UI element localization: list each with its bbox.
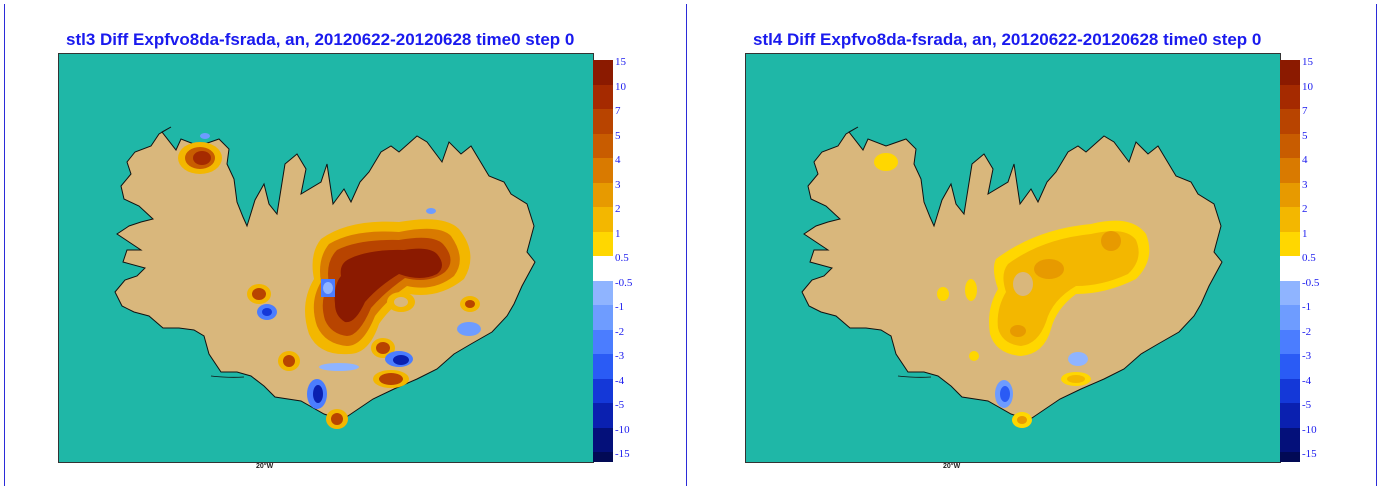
colorbar-swatch (1280, 231, 1300, 256)
colorbar-label: 5 (615, 129, 621, 142)
colorbar-label: -0.5 (1302, 276, 1320, 289)
colorbar-label: -15 (1302, 448, 1317, 460)
colorbar-swatch (593, 158, 613, 183)
colorbar-label: -10 (1302, 423, 1317, 436)
colorbar-swatch (593, 403, 613, 428)
colorbar-swatch (593, 182, 613, 207)
colorbar-label: 7 (615, 105, 621, 117)
map-stl3 (58, 53, 594, 463)
colorbar-swatch (593, 109, 613, 134)
colorbar-label: -4 (1302, 374, 1312, 387)
colorbar-swatch (593, 231, 613, 256)
colorbar-label: 2 (1302, 203, 1308, 215)
colorbar-swatch (1280, 158, 1300, 183)
colorbar-label: -10 (615, 423, 630, 436)
colorbar-label: 10 (615, 80, 626, 93)
colorbar-swatch (1280, 329, 1300, 354)
colorbar-swatch (1280, 182, 1300, 207)
colorbar-swatch (1280, 403, 1300, 428)
colorbar-label: 4 (615, 154, 621, 166)
colorbar-label: -3 (1302, 350, 1312, 362)
colorbar-swatch (593, 378, 613, 403)
colorbar-swatch (593, 280, 613, 305)
colorbar-swatch (1280, 354, 1300, 379)
lon-label-stl3: 20°W (256, 463, 274, 470)
colorbar-label: -0.5 (615, 276, 633, 289)
colorbar-label: 0.5 (615, 252, 629, 264)
colorbar-label: 15 (1302, 56, 1313, 68)
colorbar-label: -2 (615, 325, 625, 338)
colorbar-swatch (593, 133, 613, 158)
colorbar-label: -3 (615, 350, 625, 362)
colorbar-label: -1 (615, 301, 625, 313)
colorbar-swatch (593, 452, 613, 462)
panel-divider (686, 4, 687, 486)
colorbar-swatch (593, 256, 613, 281)
colorbar-label: 1 (615, 227, 621, 240)
colorbar-swatch (1280, 452, 1300, 462)
colorbar-label: 10 (1302, 80, 1313, 93)
colorbar-swatch (593, 329, 613, 354)
colorbar-label: 0.5 (1302, 252, 1316, 264)
panel-left-border (4, 4, 5, 486)
colorbar-label: 3 (1302, 178, 1308, 191)
colorbar-swatch (593, 207, 613, 232)
colorbar-swatch (593, 60, 613, 85)
colorbar-label: -1 (1302, 301, 1312, 313)
colorbar-swatch (1280, 109, 1300, 134)
map-title-stl3: stl3 Diff Expfvo8da-fsrada, an, 20120622… (66, 30, 575, 49)
iceland-map-stl4 (801, 126, 1223, 428)
colorbar-swatch (1280, 256, 1300, 281)
colorbar-label: -2 (1302, 325, 1312, 338)
colorbar-label: -4 (615, 374, 625, 387)
colorbar-label: -5 (615, 399, 625, 411)
colorbar-label: 5 (1302, 129, 1308, 142)
iceland-map-stl3 (114, 126, 536, 429)
colorbar-swatch (593, 354, 613, 379)
colorbar-label: 3 (615, 178, 621, 191)
colorbar-label: 7 (1302, 105, 1308, 117)
colorbar-label: 2 (615, 203, 621, 215)
colorbar-swatch (1280, 378, 1300, 403)
colorbar-swatch (1280, 427, 1300, 452)
lon-label-stl4: 20°W (943, 463, 961, 470)
colorbar-swatch (1280, 305, 1300, 330)
colorbar-swatch (593, 84, 613, 109)
colorbar-swatch (1280, 84, 1300, 109)
colorbar-swatch (1280, 280, 1300, 305)
colorbar-label: 1 (1302, 227, 1308, 240)
colorbar-swatch (593, 305, 613, 330)
colorbar-swatch (1280, 207, 1300, 232)
colorbar-label: -5 (1302, 399, 1312, 411)
map-title-stl4: stl4 Diff Expfvo8da-fsrada, an, 20120622… (753, 30, 1262, 49)
map-stl4 (745, 53, 1281, 463)
panel-right-border (1376, 4, 1377, 486)
colorbar-label: 15 (615, 56, 626, 68)
colorbar-swatch (1280, 133, 1300, 158)
colorbar-label: -15 (615, 448, 630, 460)
colorbar-label: 4 (1302, 154, 1308, 166)
colorbar-swatch (1280, 60, 1300, 85)
colorbar-swatch (593, 427, 613, 452)
